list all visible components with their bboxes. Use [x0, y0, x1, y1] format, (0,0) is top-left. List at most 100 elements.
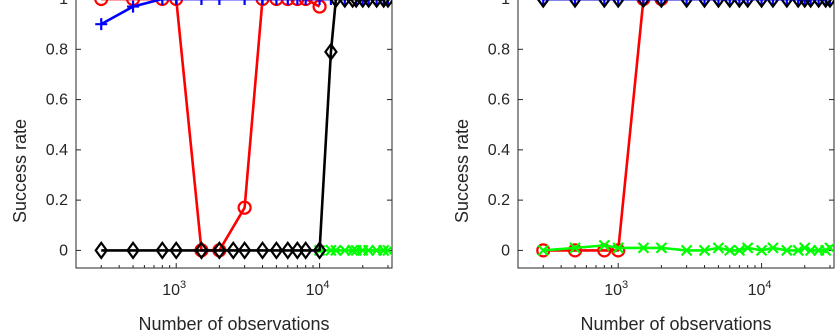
data-point — [698, 0, 711, 6]
axes-box — [517, 0, 835, 269]
data-point — [611, 243, 626, 258]
y-tick-label: 0.2 — [46, 192, 68, 209]
data-point — [170, 0, 183, 6]
data-point — [766, 0, 780, 9]
series-1 — [94, 0, 327, 258]
x-tick-label: 104 — [306, 279, 330, 299]
data-point — [213, 0, 226, 6]
data-point — [812, 0, 825, 6]
data-point — [377, 0, 390, 9]
data-point — [126, 241, 140, 260]
data-point — [567, 243, 583, 258]
data-point — [741, 0, 754, 9]
series-4 — [537, 0, 834, 9]
data-point — [755, 0, 768, 6]
data-point — [598, 239, 611, 252]
data-point — [655, 0, 668, 6]
data-point — [356, 0, 369, 6]
data-point — [698, 244, 711, 257]
data-point — [612, 0, 625, 9]
data-point — [281, 0, 294, 6]
data-point — [698, 0, 711, 9]
data-point — [381, 0, 392, 6]
data-point — [350, 0, 363, 9]
y-tick-label: 0 — [501, 242, 510, 259]
data-point — [255, 241, 270, 260]
data-point — [655, 0, 668, 9]
data-point — [680, 0, 693, 6]
y-tick-label: 1 — [501, 0, 510, 8]
x-tick-label: 104 — [748, 279, 772, 299]
y-axis-label: Success rate — [10, 119, 30, 223]
data-point — [823, 0, 834, 9]
data-point — [356, 0, 369, 9]
y-tick-label: 0.4 — [488, 142, 510, 159]
data-point — [723, 244, 736, 257]
data-point — [226, 241, 241, 260]
data-point — [194, 241, 209, 260]
y-tick-label: 0.8 — [488, 41, 510, 58]
data-point — [537, 244, 550, 257]
axes-box — [75, 0, 393, 269]
y-tick-label: 0.6 — [488, 92, 510, 109]
data-point — [155, 241, 170, 260]
data-point — [256, 0, 269, 6]
data-point — [755, 244, 768, 257]
data-point — [325, 244, 337, 257]
x-tick-label: 103 — [162, 279, 186, 299]
data-point — [537, 0, 550, 6]
y-tick-label: 0.6 — [46, 92, 68, 109]
data-point — [156, 0, 169, 6]
data-point — [755, 0, 768, 9]
data-point — [95, 18, 108, 31]
series-2 — [537, 239, 834, 257]
data-point — [212, 241, 227, 260]
data-point — [280, 241, 295, 260]
data-point — [723, 0, 736, 9]
y-tick-label: 0.2 — [488, 192, 510, 209]
series-line — [101, 0, 321, 252]
data-point — [780, 0, 793, 9]
data-point — [598, 0, 611, 9]
data-point — [362, 0, 375, 9]
data-point — [798, 0, 811, 9]
data-point — [792, 244, 804, 257]
data-point — [537, 0, 550, 9]
data-point — [324, 0, 337, 6]
y-tick-label: 1 — [59, 0, 68, 8]
data-point — [612, 242, 624, 254]
data-point — [313, 0, 326, 6]
series-1 — [536, 0, 669, 258]
data-point — [798, 242, 811, 254]
series-3 — [313, 244, 392, 257]
y-axis-label: Success rate — [452, 119, 472, 223]
data-point — [237, 241, 252, 260]
data-point — [819, 0, 832, 9]
data-point — [741, 242, 754, 254]
data-point — [381, 0, 392, 9]
data-point — [733, 244, 746, 257]
data-point — [346, 0, 359, 9]
data-point — [781, 244, 793, 257]
data-point — [94, 0, 109, 7]
plot-area — [536, 0, 834, 258]
data-point — [346, 244, 359, 257]
data-point — [312, 241, 327, 260]
chart-panel-2: 0 0.2 0.4 0.6 0.8 1 103 104 Number of observatio… — [452, 0, 835, 334]
data-point — [377, 244, 390, 257]
data-point — [382, 244, 392, 257]
data-point — [680, 0, 693, 9]
data-point — [637, 242, 650, 254]
data-point — [804, 0, 817, 9]
data-point — [823, 0, 834, 6]
data-point — [269, 241, 284, 260]
data-point — [637, 0, 650, 6]
data-point — [733, 0, 746, 6]
data-point — [270, 0, 283, 6]
data-point — [819, 0, 832, 6]
data-point — [324, 42, 338, 62]
data-point — [767, 242, 779, 254]
data-point — [94, 241, 109, 260]
plot-area — [94, 0, 392, 260]
